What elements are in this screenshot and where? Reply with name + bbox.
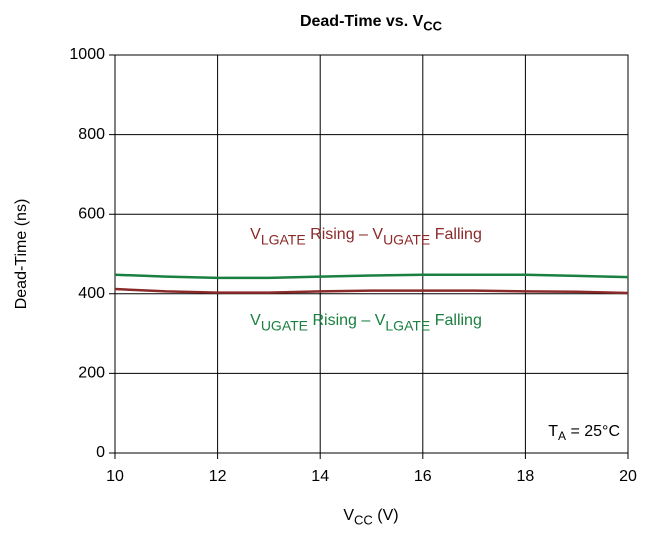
x-tick-label: 14 — [311, 468, 329, 485]
series-label-run: LGATE — [385, 317, 430, 333]
series-label-run: Falling — [430, 312, 482, 329]
y-tick-label: 600 — [78, 205, 105, 222]
series-label-run: LGATE — [261, 231, 306, 247]
series-label: VUGATE Rising – VLGATE Falling — [250, 312, 482, 333]
y-tick-label: 800 — [78, 126, 105, 143]
x-axis-label-run: (V) — [373, 507, 399, 524]
series-label-run: UGATE — [261, 317, 308, 333]
series-label-run: Falling — [430, 226, 482, 243]
y-tick-label: 0 — [96, 444, 105, 461]
chart-title-run: CC — [423, 19, 442, 34]
series-label-run: Rising – V — [308, 312, 386, 329]
x-tick-label: 12 — [209, 468, 227, 485]
x-axis-label-run: CC — [354, 513, 373, 528]
chart-title: Dead-Time vs. VCC — [300, 13, 443, 34]
series-label-run: V — [250, 226, 261, 243]
x-tick-label: 10 — [106, 468, 124, 485]
x-tick-label: 16 — [414, 468, 432, 485]
series-line — [114, 287, 629, 295]
annotation-run: A — [558, 429, 566, 443]
x-axis-label: VCC (V) — [343, 507, 398, 528]
y-axis-label: Dead-Time (ns) — [13, 199, 30, 310]
annotation-run: = 25°C — [566, 423, 620, 440]
y-tick-label: 1000 — [69, 46, 105, 63]
series-label-run: Rising – V — [306, 226, 384, 243]
annotation-run: T — [548, 423, 558, 440]
y-tick-label: 200 — [78, 365, 105, 382]
x-tick-label: 20 — [619, 468, 637, 485]
series-label-run: UGATE — [383, 231, 430, 247]
x-axis-label-run: V — [343, 507, 354, 524]
x-tick-label: 18 — [517, 468, 535, 485]
series-label: VLGATE Rising – VUGATE Falling — [250, 226, 482, 247]
chart-title-run: Dead-Time vs. V — [300, 13, 424, 30]
series-label-run: V — [250, 312, 261, 329]
plot-border — [114, 54, 629, 454]
y-tick-label: 400 — [78, 285, 105, 302]
annotation: TA = 25°C — [548, 423, 620, 443]
series-line — [114, 273, 629, 280]
